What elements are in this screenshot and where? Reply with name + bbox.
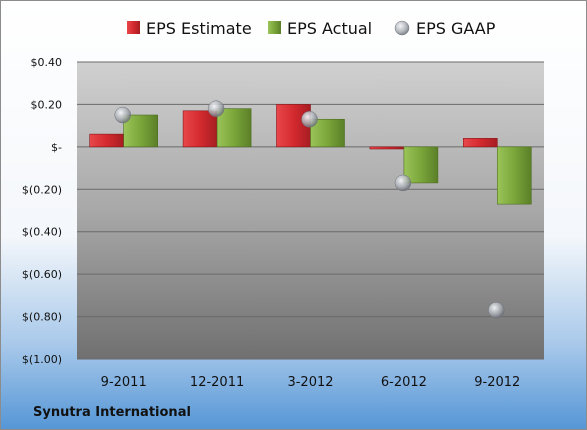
x-axis-ticks: 9-2011 12-2011 3-2012 6-2012 9-2012: [101, 375, 521, 390]
bar-eps-actual: [496, 146, 532, 205]
bar-eps-actual: [403, 146, 439, 184]
legend-swatch-actual: [268, 21, 281, 34]
y-tick-label: $(0.60): [22, 268, 62, 281]
y-tick-label: $(1.00): [22, 353, 62, 366]
legend-swatch-estimate: [127, 21, 140, 34]
x-tick-label: 9-2011: [101, 375, 147, 390]
point-eps-gaap: [394, 174, 412, 192]
point-eps-gaap: [114, 106, 131, 124]
legend-label-estimate: EPS Estimate: [146, 19, 252, 38]
point-eps-gaap: [301, 111, 318, 128]
point-eps-gaap: [488, 301, 505, 319]
y-tick-label: $(0.20): [22, 183, 62, 196]
x-tick-label: 6-2012: [381, 375, 427, 390]
x-tick-label: 9-2012: [474, 375, 520, 390]
point-eps-gaap: [207, 100, 225, 117]
legend-item-estimate: EPS Estimate: [127, 19, 252, 38]
gaap-points: [114, 100, 505, 319]
bar-eps-estimate: [369, 146, 405, 150]
y-axis-ticks: $0.40 $0.20 $- $(0.20) $(0.40) $(0.60) $(0.80)…: [22, 56, 62, 366]
bar-eps-actual: [216, 108, 252, 148]
y-tick-label: $(0.40): [22, 226, 62, 239]
bar-eps-estimate: [182, 110, 218, 148]
bar-eps-estimate: [462, 138, 498, 148]
legend-label-actual: EPS Actual: [287, 19, 372, 38]
legend-swatch-gaap: [394, 20, 410, 36]
y-tick-label: $-: [51, 141, 62, 154]
y-tick-label: $0.20: [31, 98, 63, 111]
x-tick-label: 3-2012: [287, 375, 333, 390]
x-tick-label: 12-2011: [190, 375, 244, 390]
bar-eps-actual: [123, 114, 158, 148]
legend-label-gaap: EPS GAAP: [416, 19, 496, 38]
bar-eps-estimate: [89, 133, 124, 148]
legend: EPS Estimate EPS Actual EPS GAAP: [127, 19, 496, 38]
legend-item-actual: EPS Actual: [268, 19, 372, 38]
bars: [89, 104, 532, 205]
y-tick-label: $(0.80): [22, 311, 62, 324]
company-name: Synutra International: [33, 405, 191, 420]
legend-item-gaap: EPS GAAP: [394, 19, 496, 38]
y-tick-label: $0.40: [31, 56, 63, 69]
